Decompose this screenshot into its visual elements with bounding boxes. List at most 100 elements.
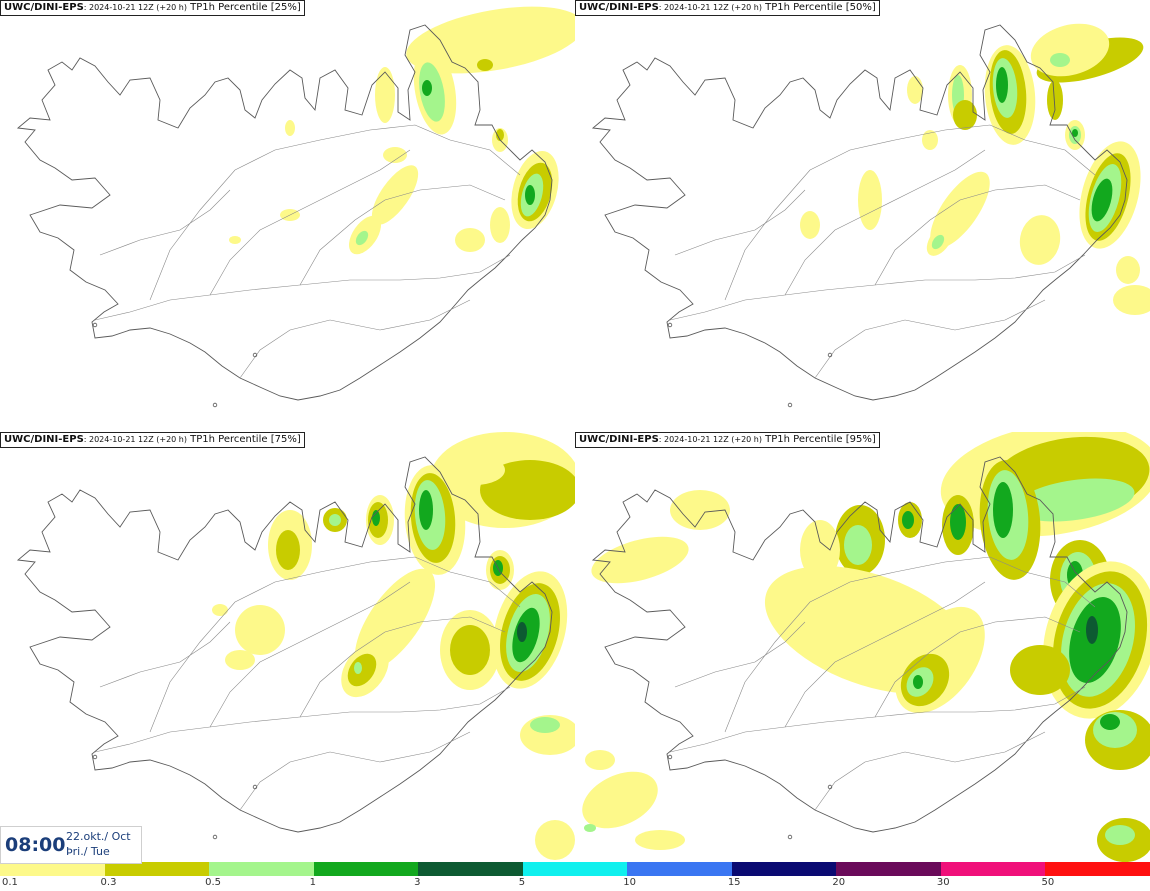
road bbox=[814, 751, 906, 811]
valid-time-box: 08:00 22.okt./ Oct Þri./ Tue bbox=[0, 826, 142, 864]
road bbox=[904, 731, 1046, 763]
road bbox=[299, 184, 506, 286]
precip-area bbox=[950, 504, 966, 540]
panel-title: UWC/DINI-EPS: 2024-10-21 12Z (+20 h) TP1… bbox=[575, 0, 880, 16]
road bbox=[94, 686, 511, 753]
island bbox=[92, 322, 98, 328]
precip-area bbox=[1010, 645, 1070, 695]
colorbar-label: 50 bbox=[1041, 877, 1055, 888]
colorbar bbox=[0, 862, 1150, 876]
colorbar-label: 0.5 bbox=[205, 877, 221, 888]
road bbox=[669, 686, 1086, 753]
precip-area bbox=[993, 482, 1013, 538]
colorbar-swatch bbox=[418, 862, 523, 876]
precip-area bbox=[1091, 178, 1113, 222]
colorbar-swatch bbox=[104, 862, 210, 876]
precip-area bbox=[1086, 616, 1098, 644]
island bbox=[667, 322, 673, 328]
precip-area bbox=[383, 147, 407, 163]
precip-area bbox=[800, 520, 840, 580]
precip-area bbox=[670, 490, 730, 530]
colorbar-labels: 0.1 0.3 0.5 1 3 5 10 15 20 30 50 bbox=[0, 877, 1150, 891]
road bbox=[299, 616, 506, 718]
precip-area bbox=[517, 622, 527, 642]
precip-area bbox=[800, 211, 820, 239]
colorbar-swatch bbox=[836, 862, 941, 876]
precip-area bbox=[329, 514, 341, 526]
road bbox=[149, 124, 521, 301]
coastline bbox=[16, 456, 553, 833]
colorbar-label: 30 bbox=[936, 877, 950, 888]
road bbox=[674, 621, 806, 688]
precip-area bbox=[907, 76, 923, 104]
island bbox=[787, 402, 793, 408]
panel-title: UWC/DINI-EPS: 2024-10-21 12Z (+20 h) TP1… bbox=[0, 0, 305, 16]
precip-map-p75 bbox=[16, 432, 575, 860]
colorbar-label: 15 bbox=[727, 877, 741, 888]
precip-area bbox=[1105, 825, 1135, 845]
road bbox=[814, 319, 906, 379]
precip-area bbox=[406, 6, 575, 74]
colorbar-label: 5 bbox=[518, 877, 526, 888]
precip-area bbox=[902, 511, 914, 529]
colorbar-swatch bbox=[1045, 862, 1150, 876]
road bbox=[784, 581, 986, 728]
precip-area bbox=[480, 460, 575, 520]
panel-title: UWC/DINI-EPS: 2024-10-21 12Z (+20 h) TP1… bbox=[575, 432, 880, 448]
island bbox=[667, 754, 673, 760]
precip-area bbox=[535, 820, 575, 860]
road bbox=[329, 731, 471, 763]
iceland-coastline bbox=[591, 456, 1128, 840]
road bbox=[209, 581, 411, 728]
precip-area bbox=[355, 230, 369, 246]
road bbox=[874, 184, 1081, 286]
colorbar-label: 0.3 bbox=[100, 877, 117, 888]
precip-area bbox=[1030, 23, 1110, 77]
precip-area bbox=[922, 130, 938, 150]
precip-area bbox=[931, 234, 945, 250]
precip-area bbox=[496, 129, 504, 141]
precip-area bbox=[1113, 285, 1150, 315]
precip-area bbox=[525, 185, 535, 205]
road bbox=[784, 149, 986, 296]
precip-area bbox=[1019, 215, 1061, 265]
precip-area bbox=[953, 100, 977, 130]
road bbox=[904, 299, 1046, 331]
road bbox=[724, 124, 1096, 301]
precip-area bbox=[285, 120, 295, 136]
colorbar-label: 3 bbox=[414, 877, 421, 888]
colorbar-swatch bbox=[313, 862, 419, 876]
colorbar-label: 10 bbox=[623, 877, 636, 888]
colorbar-swatch bbox=[0, 862, 105, 876]
colorbar-label: 0.1 bbox=[2, 877, 18, 888]
precip-area bbox=[371, 165, 419, 225]
precip-map-p50 bbox=[591, 23, 1150, 408]
precip-area bbox=[1116, 256, 1140, 284]
road bbox=[99, 621, 231, 688]
island bbox=[827, 352, 833, 358]
precip-area bbox=[490, 207, 510, 243]
colorbar-swatch bbox=[627, 862, 732, 876]
precip-area bbox=[1050, 53, 1070, 67]
precip-area bbox=[844, 525, 872, 565]
precip-area bbox=[276, 530, 300, 570]
precip-area bbox=[584, 824, 596, 832]
island bbox=[92, 754, 98, 760]
road bbox=[209, 149, 411, 296]
panel-title: UWC/DINI-EPS: 2024-10-21 12Z (+20 h) TP1… bbox=[0, 432, 305, 448]
precip-map-p25 bbox=[16, 6, 575, 408]
colorbar-label: 20 bbox=[832, 877, 846, 888]
road bbox=[239, 319, 331, 379]
precip-area bbox=[445, 455, 505, 485]
island bbox=[787, 834, 793, 840]
island bbox=[212, 834, 218, 840]
road bbox=[329, 299, 471, 331]
precip-area bbox=[235, 605, 285, 655]
iceland-coastline bbox=[16, 456, 553, 840]
colorbar-swatch bbox=[940, 862, 1046, 876]
coastline bbox=[591, 456, 1128, 833]
island bbox=[827, 784, 833, 790]
island bbox=[252, 352, 258, 358]
coastline bbox=[591, 24, 1128, 401]
precip-map-p95 bbox=[582, 432, 1150, 862]
